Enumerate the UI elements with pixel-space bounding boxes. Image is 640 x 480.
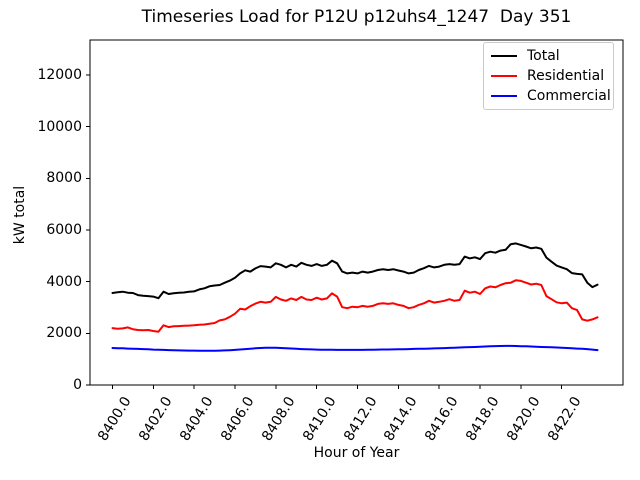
y-tick-label: 10000 — [37, 118, 82, 135]
legend-line-sample-commercial — [491, 95, 517, 97]
x-axis-label: Hour of Year — [313, 445, 400, 461]
series-line-total — [111, 242, 599, 300]
y-tick-label: 12000 — [37, 66, 82, 83]
legend-item-commercial: Commercial — [491, 86, 611, 106]
y-axis-label: kW total — [12, 185, 28, 245]
plot-frame — [89, 39, 624, 386]
y-tick-label: 0 — [73, 377, 82, 393]
legend: Total Residential Commercial — [483, 42, 614, 110]
y-tick-label: 6000 — [46, 221, 82, 238]
legend-label-commercial: Commercial — [527, 88, 611, 104]
legend-line-sample-residential — [491, 75, 517, 77]
legend-item-residential: Residential — [491, 66, 606, 86]
legend-label-residential: Residential — [527, 68, 605, 84]
legend-item-total: Total — [491, 46, 606, 66]
legend-label-total: Total — [527, 48, 560, 64]
y-tick-label: 8000 — [46, 170, 82, 187]
series-line-residential — [111, 279, 599, 333]
chart-title: Timeseries Load for P12U p12uhs4_1247 Da… — [141, 7, 572, 27]
series-line-commercial — [111, 344, 599, 352]
y-tick-label: 4000 — [46, 273, 82, 290]
y-tick-label: 2000 — [46, 325, 82, 342]
legend-line-sample-total — [491, 55, 517, 57]
